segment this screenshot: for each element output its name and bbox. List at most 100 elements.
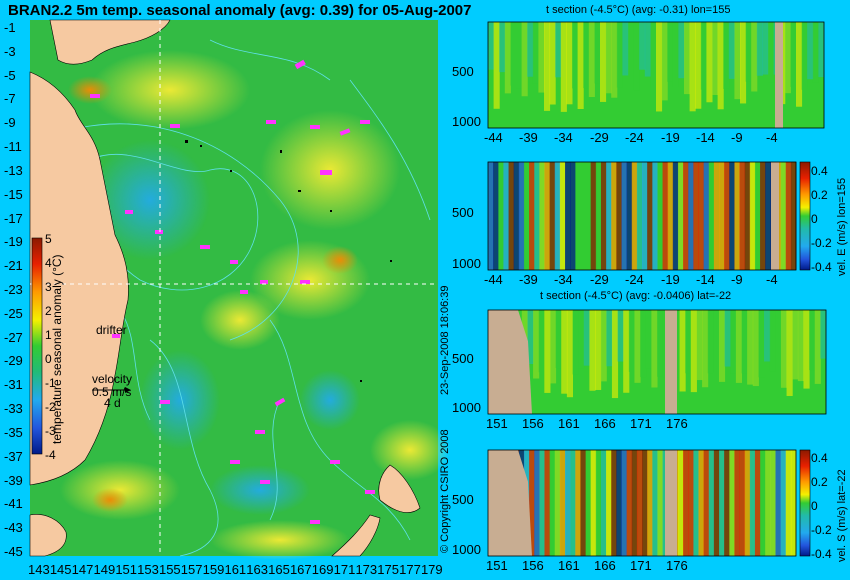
section-stripe (741, 310, 748, 374)
panel-x-tick: -4 (766, 130, 778, 145)
map-colorbar-tick: -1 (45, 376, 56, 390)
velocity-label: velocity (92, 372, 133, 386)
map-colorbar-tick: 5 (45, 232, 52, 246)
map-colorbar (31, 237, 43, 455)
section-stripe (672, 162, 679, 270)
section-stripe (679, 310, 686, 392)
section-stripe (786, 310, 793, 396)
panel-x-tick: -39 (519, 130, 538, 145)
section-stripe (683, 450, 689, 556)
panel-x-tick: -34 (554, 130, 573, 145)
panel-y-tick: 1000 (452, 255, 481, 271)
section-stripe (734, 450, 741, 556)
panel-x-tick: 176 (666, 416, 688, 431)
colorbar-tick: 0.2 (811, 475, 828, 489)
colorbar-tick: 0.4 (811, 164, 828, 178)
map-x-tick: 169 (311, 562, 334, 577)
section-stripe (708, 162, 715, 270)
section-stripe (765, 162, 771, 270)
section-stripe (792, 310, 799, 380)
section-stripe (555, 310, 562, 369)
section-stripe (590, 162, 597, 270)
section-stripe (724, 162, 730, 270)
section-stripe (700, 22, 707, 90)
map-y-tick: -41 (4, 496, 23, 512)
map-y-tick: -9 (4, 115, 16, 131)
section-stripe (616, 162, 622, 270)
section-stripe (570, 162, 576, 270)
section-stripe (790, 450, 797, 556)
section-stripe (775, 310, 782, 372)
panel-1-title: t section (-4.5°C) (avg: -0.31) lon=155 (546, 4, 731, 16)
map-x-tick: 173 (355, 562, 378, 577)
section-stripe (600, 22, 607, 102)
panel-x-tick: -44 (484, 130, 503, 145)
section-stripe (642, 162, 648, 270)
colorbar-tick: -0.2 (811, 523, 832, 537)
section-stripe (513, 162, 520, 270)
section-stripe (565, 162, 571, 270)
section-stripe (561, 310, 568, 394)
section-stripe (693, 162, 699, 270)
section-stripe (695, 22, 702, 109)
drifter-tracks (90, 59, 375, 524)
panel-x-tick: -44 (484, 272, 503, 287)
new-zealand-south-land (331, 514, 381, 557)
section-stripe (616, 450, 622, 556)
section-panel-3 (487, 309, 827, 415)
section-stripe (677, 450, 684, 556)
panel-x-tick: -19 (661, 272, 680, 287)
section-stripe (623, 310, 630, 393)
islands (185, 140, 392, 382)
section-stripe (621, 450, 628, 556)
panel-x-tick: 156 (522, 416, 544, 431)
section-stripe (539, 162, 545, 270)
panel-x-tick: 151 (486, 558, 508, 573)
section-stripe (565, 450, 571, 556)
section-stripe (702, 310, 709, 388)
velocity-value: 0.5 m/s (92, 385, 132, 399)
panel-y-tick: 500 (452, 63, 474, 79)
map-x-tick: 165 (268, 562, 290, 577)
section-stripe (559, 450, 566, 556)
panel-x-tick: 161 (558, 558, 580, 573)
section-panel-1 (487, 21, 825, 129)
map-y-tick: -33 (4, 401, 23, 417)
section-stripe (803, 310, 810, 389)
section-stripe (724, 310, 731, 367)
map-x-tick: 171 (333, 562, 356, 577)
section-stripe (566, 310, 573, 398)
section-stripe (820, 310, 827, 359)
section-frame (487, 161, 797, 271)
map-y-tick: -21 (4, 258, 23, 274)
section-stripe (600, 310, 607, 382)
colorbar-tick: 0 (811, 499, 818, 513)
section-stripe (611, 310, 619, 399)
section-stripe (807, 22, 814, 80)
section-stripe (775, 450, 782, 556)
panel-x-tick: -4 (766, 272, 778, 287)
section-stripe (621, 162, 628, 270)
section-stripe (662, 162, 669, 270)
section-stripe (622, 22, 629, 76)
section-stripe (718, 310, 726, 382)
section-frame (487, 21, 825, 129)
section-stripe (812, 22, 819, 83)
map-colorbar-label: temperature seasonal anomaly (°C) (50, 254, 64, 444)
section-panel-4 (487, 449, 797, 557)
map-y-tick: -5 (4, 67, 16, 83)
panel-x-tick: 176 (666, 558, 688, 573)
section-stripe (575, 162, 581, 270)
section-stripe (549, 310, 557, 384)
section-stripe (504, 22, 511, 94)
section-stripe (616, 22, 623, 88)
section-stripe (744, 162, 751, 270)
section-stripe (729, 162, 735, 270)
section-stripe (719, 162, 725, 270)
section-stripe (769, 310, 776, 372)
map-x-tick: 153 (137, 562, 159, 577)
section-stripe (688, 162, 694, 270)
panel-2-colorbar-label: vel. E (m/s) lon=155 (836, 177, 848, 276)
map-x-tick: 149 (93, 562, 116, 577)
section-stripe (488, 22, 495, 70)
